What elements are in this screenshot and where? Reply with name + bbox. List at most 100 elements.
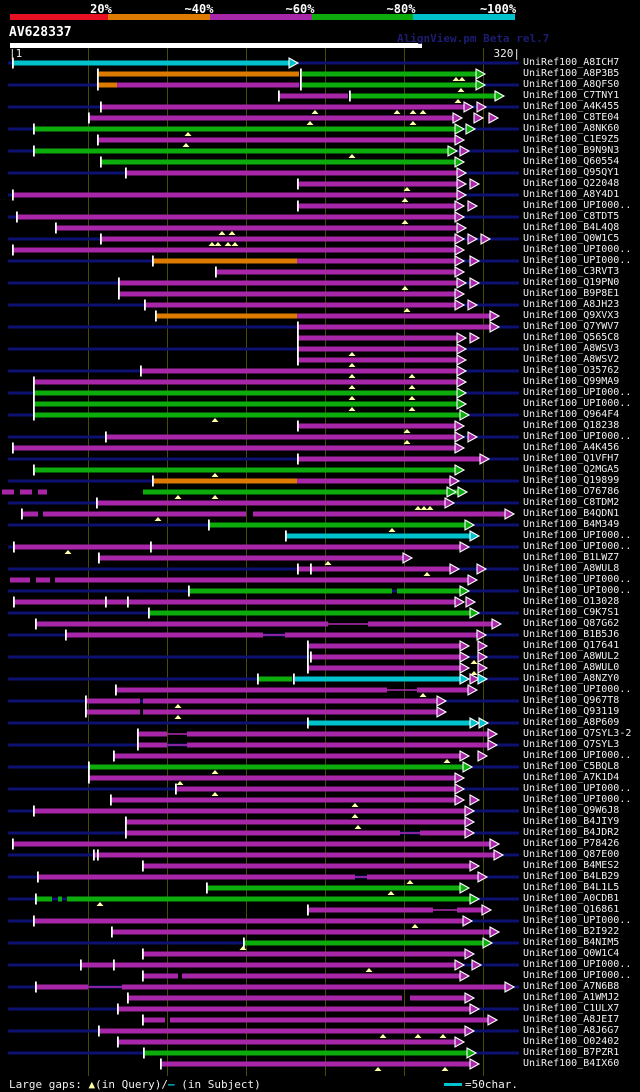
- alignment-segment[interactable]: [137, 742, 167, 748]
- alignment-segment[interactable]: [115, 687, 387, 693]
- alignment-segment[interactable]: [350, 93, 495, 99]
- row-label[interactable]: UniRef100_A8P609: [523, 717, 620, 728]
- row-label[interactable]: UniRef100_UPI000..: [523, 431, 632, 442]
- row-label[interactable]: UniRef100_A8WUL0: [523, 662, 620, 673]
- alignment-segment[interactable]: [122, 984, 505, 990]
- alignment-segment[interactable]: [152, 478, 297, 484]
- alignment-segment[interactable]: [143, 709, 437, 715]
- row-label[interactable]: UniRef100_Q7SYL3-2: [523, 728, 632, 739]
- row-label[interactable]: UniRef100_A7N6B8: [523, 981, 620, 992]
- alignment-segment[interactable]: [55, 577, 468, 583]
- alignment-segment[interactable]: [297, 357, 457, 363]
- alignment-segment[interactable]: [118, 291, 455, 297]
- alignment-segment[interactable]: [182, 973, 460, 979]
- row-label[interactable]: UniRef100_C1E9Z5: [523, 134, 620, 145]
- alignment-segment[interactable]: [33, 918, 463, 924]
- row-label[interactable]: UniRef100_UPI000..: [523, 244, 632, 255]
- alignment-segment[interactable]: [140, 368, 457, 374]
- alignment-gap-segment[interactable]: [400, 832, 420, 834]
- alignment-segment[interactable]: [12, 445, 455, 451]
- alignment-segment[interactable]: [297, 335, 457, 341]
- alignment-segment[interactable]: [243, 940, 483, 946]
- row-label[interactable]: UniRef100_B4L4Q8: [523, 222, 620, 233]
- alignment-segment[interactable]: [297, 181, 457, 187]
- alignment-segment[interactable]: [117, 82, 299, 88]
- row-label[interactable]: UniRef100_C7TNY1: [523, 90, 620, 101]
- alignment-segment[interactable]: [297, 258, 455, 264]
- row-label[interactable]: UniRef100_UPI000..: [523, 398, 632, 409]
- row-label[interactable]: UniRef100_Q9W6J8: [523, 805, 620, 816]
- alignment-segment[interactable]: [143, 1050, 467, 1056]
- row-label[interactable]: UniRef100_Q565C8: [523, 332, 620, 343]
- alignment-segment[interactable]: [97, 71, 299, 77]
- alignment-gap-segment[interactable]: [167, 733, 187, 735]
- row-label[interactable]: UniRef100_Q99MA9: [523, 376, 620, 387]
- row-label[interactable]: UniRef100_Q95QY1: [523, 167, 620, 178]
- alignment-segment[interactable]: [20, 489, 32, 495]
- alignment-segment[interactable]: [21, 511, 38, 517]
- alignment-segment[interactable]: [80, 962, 455, 968]
- alignment-segment[interactable]: [307, 643, 460, 649]
- alignment-segment[interactable]: [295, 676, 460, 682]
- alignment-segment[interactable]: [278, 93, 348, 99]
- alignment-segment[interactable]: [188, 588, 392, 594]
- alignment-segment[interactable]: [367, 874, 478, 880]
- row-label[interactable]: UniRef100_UPI000..: [523, 684, 632, 695]
- alignment-segment[interactable]: [10, 577, 30, 583]
- alignment-segment[interactable]: [215, 269, 455, 275]
- row-label[interactable]: UniRef100_A8WSV3: [523, 343, 620, 354]
- alignment-segment[interactable]: [143, 698, 437, 704]
- alignment-segment[interactable]: [12, 841, 490, 847]
- alignment-segment[interactable]: [33, 467, 455, 473]
- alignment-segment[interactable]: [67, 896, 470, 902]
- alignment-segment[interactable]: [142, 1017, 165, 1023]
- alignment-segment[interactable]: [97, 82, 117, 88]
- alignment-segment[interactable]: [143, 489, 458, 495]
- alignment-segment[interactable]: [206, 885, 460, 891]
- row-label[interactable]: UniRef100_Q16861: [523, 904, 620, 915]
- row-label[interactable]: UniRef100_C5BQL8: [523, 761, 620, 772]
- row-label[interactable]: UniRef100_C8TE04: [523, 112, 620, 123]
- alignment-segment[interactable]: [35, 621, 328, 627]
- alignment-segment[interactable]: [148, 610, 470, 616]
- alignment-gap-segment[interactable]: [167, 744, 187, 746]
- alignment-segment[interactable]: [96, 500, 445, 506]
- alignment-segment[interactable]: [35, 984, 88, 990]
- alignment-segment[interactable]: [297, 456, 480, 462]
- alignment-segment[interactable]: [85, 698, 140, 704]
- row-label[interactable]: UniRef100_UPI000..: [523, 585, 632, 596]
- alignment-segment[interactable]: [297, 566, 450, 572]
- row-label[interactable]: UniRef100_A4K456: [523, 442, 620, 453]
- alignment-segment[interactable]: [38, 489, 47, 495]
- alignment-segment[interactable]: [208, 522, 465, 528]
- alignment-segment[interactable]: [137, 731, 167, 737]
- alignment-segment[interactable]: [187, 742, 488, 748]
- row-label[interactable]: UniRef100_UPI000..: [523, 970, 632, 981]
- alignment-segment[interactable]: [33, 401, 457, 407]
- alignment-segment[interactable]: [118, 280, 457, 286]
- row-label[interactable]: UniRef100_Q7SYL3: [523, 739, 620, 750]
- alignment-segment[interactable]: [65, 632, 263, 638]
- alignment-segment[interactable]: [142, 863, 470, 869]
- alignment-segment[interactable]: [13, 544, 460, 550]
- row-label[interactable]: UniRef100_A8P3B5: [523, 68, 620, 79]
- alignment-segment[interactable]: [297, 313, 490, 319]
- alignment-segment[interactable]: [2, 489, 14, 495]
- alignment-segment[interactable]: [257, 676, 292, 682]
- alignment-segment[interactable]: [33, 379, 457, 385]
- alignment-segment[interactable]: [117, 1039, 455, 1045]
- alignment-segment[interactable]: [97, 137, 455, 143]
- row-label[interactable]: UniRef100_B7PZR1: [523, 1047, 620, 1058]
- alignment-segment[interactable]: [12, 247, 455, 253]
- alignment-gap-segment[interactable]: [355, 876, 367, 878]
- alignment-segment[interactable]: [100, 104, 464, 110]
- alignment-segment[interactable]: [16, 214, 455, 220]
- alignment-segment[interactable]: [302, 82, 476, 88]
- row-label[interactable]: UniRef100_A8WSV2: [523, 354, 620, 365]
- alignment-segment[interactable]: [100, 159, 455, 165]
- row-label[interactable]: UniRef100_A7K1D4: [523, 772, 620, 783]
- row-label[interactable]: UniRef100_Q17641: [523, 640, 620, 651]
- row-label[interactable]: UniRef100_Q18238: [523, 420, 620, 431]
- row-label[interactable]: UniRef100_B4MES2: [523, 860, 620, 871]
- row-label[interactable]: UniRef100_Q967T8: [523, 695, 620, 706]
